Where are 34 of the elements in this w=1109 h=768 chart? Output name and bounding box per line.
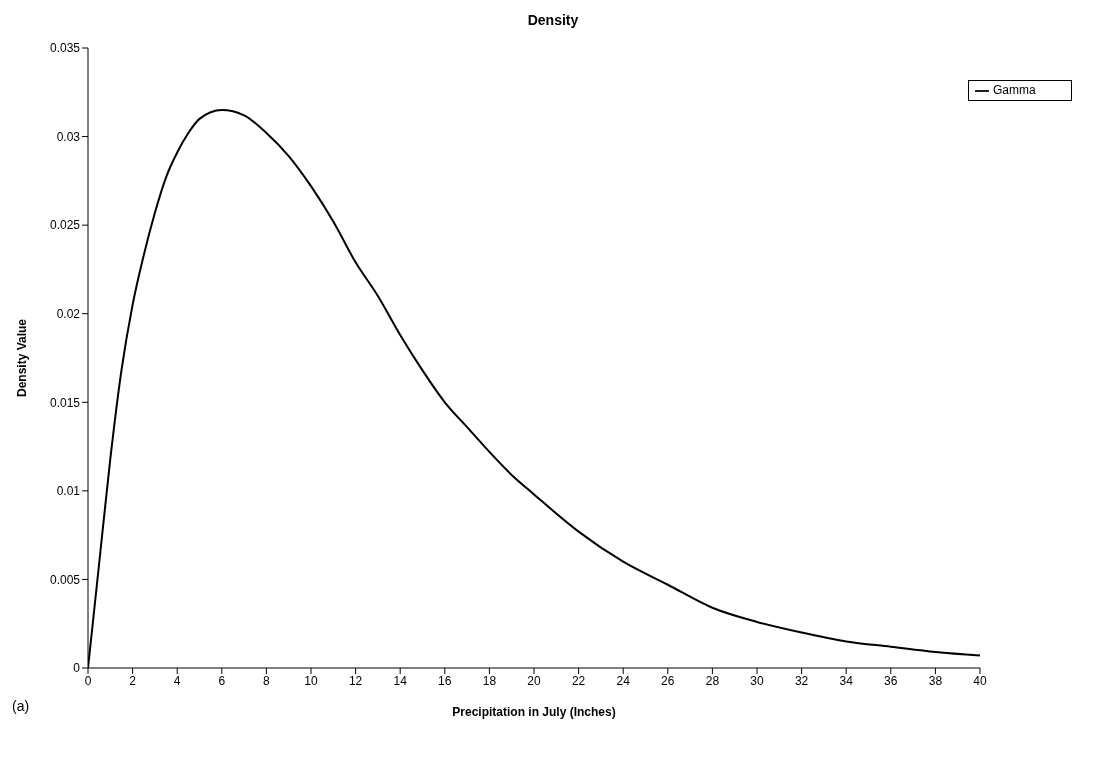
- x-tick-label: 22: [571, 673, 586, 688]
- x-tick-label: 28: [705, 673, 720, 688]
- x-axis-title: Precipitation in July (Inches): [452, 705, 616, 719]
- x-tick-label: 24: [616, 673, 631, 688]
- x-tick-label: 2: [129, 673, 137, 688]
- x-tick-label: 10: [304, 673, 318, 688]
- x-tick-label: 26: [661, 673, 675, 688]
- x-tick-label: 6: [218, 673, 226, 688]
- x-tick-label: 32: [794, 673, 809, 688]
- y-tick-label: 0.035: [49, 41, 81, 56]
- legend-label: Gamma: [993, 83, 1036, 97]
- y-tick-label: 0.005: [49, 572, 81, 587]
- x-tick-label: 30: [750, 673, 764, 688]
- x-tick-label: 38: [928, 673, 943, 688]
- chart-title: Density: [526, 12, 580, 28]
- y-tick-label: 0.02: [56, 306, 81, 321]
- x-tick-label: 4: [173, 673, 181, 688]
- x-tick-label: 0: [84, 673, 92, 688]
- y-tick-label: 0: [73, 661, 81, 676]
- x-tick-label: 12: [348, 673, 363, 688]
- y-tick-label: 0.03: [56, 129, 81, 144]
- y-tick-label: 0.01: [56, 484, 81, 499]
- y-axis-title: Density Value: [15, 318, 30, 398]
- x-tick-label: 40: [973, 673, 987, 688]
- x-tick-label: 8: [263, 673, 271, 688]
- x-tick-label: 18: [482, 673, 497, 688]
- x-tick-label: 36: [884, 673, 898, 688]
- y-tick-label: 0.025: [49, 218, 81, 233]
- y-tick-label: 0.015: [49, 395, 81, 410]
- x-tick-label: 20: [527, 673, 541, 688]
- x-tick-label: 16: [438, 673, 452, 688]
- text: (a): [12, 698, 30, 714]
- x-tick-label: 14: [393, 673, 408, 688]
- x-tick-label: 34: [839, 673, 854, 688]
